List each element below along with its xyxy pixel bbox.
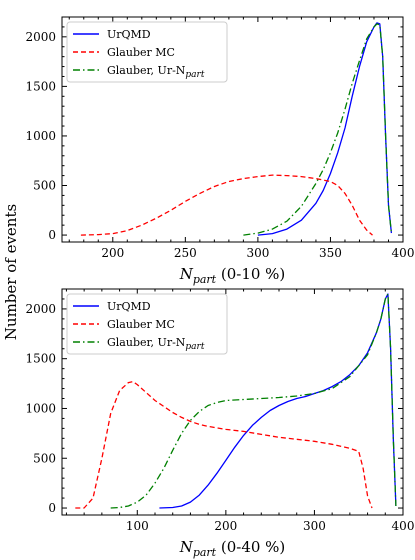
- legend: UrQMD Glauber MC Glauber, Ur-Npart: [66, 21, 228, 83]
- chart-panel-bottom: 100 200 300 400 0 500 1000 1500 2000 UrQMD Glauber…: [25, 288, 415, 559]
- y-tick-label: 500: [33, 451, 56, 465]
- x-axis-label-var: N: [179, 265, 194, 283]
- x-tick-label: 300: [246, 246, 269, 260]
- y-tick-label: 1000: [25, 129, 56, 143]
- legend-label-main: UrQMD: [107, 28, 151, 41]
- plot-frame: [61, 288, 404, 516]
- x-axis-label-rest: (0-40 %): [216, 538, 285, 556]
- series-line-glauber-mc: [80, 174, 373, 236]
- legend-label: Glauber MC: [107, 318, 175, 331]
- x-axis-label-sub: part: [193, 546, 217, 559]
- x-tick-label: 200: [214, 519, 237, 533]
- legend-label: UrQMD: [107, 28, 151, 41]
- legend-box: [66, 293, 228, 355]
- x-tick-label: 400: [392, 519, 415, 533]
- x-tick-label: 100: [126, 519, 149, 533]
- legend-label-main: Glauber MC: [107, 46, 175, 59]
- legend-label-main: Glauber, Ur-N: [107, 64, 186, 77]
- plot-frame: [61, 16, 404, 243]
- legend-label: UrQMD: [107, 300, 151, 313]
- legend-label: Glauber, Ur-Npart: [107, 336, 205, 352]
- y-tick-label: 1500: [25, 352, 56, 366]
- y-axis-label: Number of events: [2, 204, 20, 340]
- x-tick-label: 200: [101, 246, 124, 260]
- x-tick-label: 250: [174, 246, 197, 260]
- legend-label-sub: part: [185, 70, 204, 80]
- legend-label-main: Glauber, Ur-N: [107, 336, 186, 349]
- x-axis-label: Npart (0-40 %): [179, 538, 286, 559]
- series-line-glauber-ur-npart: [110, 293, 397, 509]
- y-tick-label: 2000: [25, 302, 56, 316]
- y-tick-label: 2000: [25, 30, 56, 44]
- y-tick-label: 500: [33, 179, 56, 193]
- legend-label: Glauber, Ur-Npart: [107, 64, 205, 80]
- x-tick-label: 350: [319, 246, 342, 260]
- x-tick-label: 400: [392, 246, 415, 260]
- x-axis-label-var: N: [179, 538, 194, 556]
- series-line-glauber-ur-npart: [243, 23, 393, 236]
- legend-box: [66, 21, 228, 83]
- series-line-glauber-mc: [75, 380, 373, 509]
- x-tick-label: 300: [303, 519, 326, 533]
- x-axis-label-sub: part: [193, 273, 217, 286]
- legend-label: Glauber MC: [107, 46, 175, 59]
- legend: UrQMD Glauber MC Glauber, Ur-Npart: [66, 293, 228, 355]
- y-tick-label: 0: [48, 501, 56, 515]
- legend-label-main: Glauber MC: [107, 318, 175, 331]
- y-tick-label: 1000: [25, 401, 56, 415]
- y-tick-label: 0: [48, 228, 56, 242]
- x-axis-label-rest: (0-10 %): [216, 265, 285, 283]
- y-tick-label: 1500: [25, 79, 56, 93]
- chart-panel-top: 200 250 300 350 400 0 500 1000 1500 2000 UrQMD Glau…: [25, 16, 415, 286]
- legend-label-sub: part: [185, 342, 204, 352]
- series-line-urqmd: [257, 22, 393, 236]
- legend-label-main: UrQMD: [107, 300, 151, 313]
- x-axis-label: Npart (0-10 %): [179, 265, 286, 286]
